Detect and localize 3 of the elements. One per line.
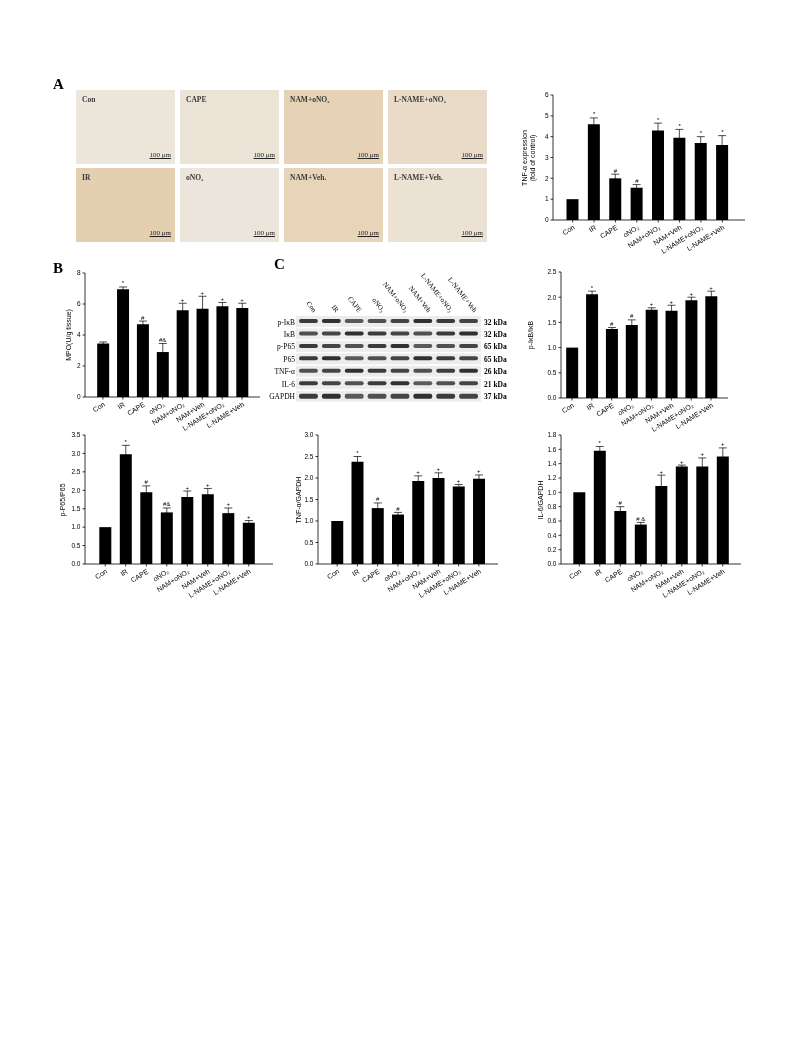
text: A	[53, 76, 64, 92]
text: C	[274, 256, 285, 272]
chart-title: B	[53, 260, 64, 276]
